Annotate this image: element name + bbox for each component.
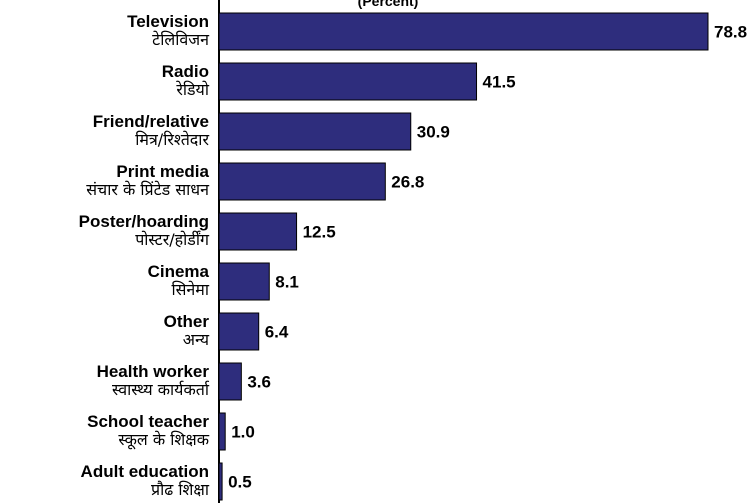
category-label-en: Other xyxy=(164,312,210,331)
bar-radio xyxy=(218,62,478,101)
category-label-hi: स्वास्थ्य कार्यकर्ता xyxy=(112,380,210,399)
value-label: 41.5 xyxy=(483,73,516,92)
category-label-en: Poster/hoarding xyxy=(79,212,209,231)
value-label: 3.6 xyxy=(247,373,271,392)
bar-school-teacher xyxy=(218,412,226,451)
value-label: 6.4 xyxy=(265,323,289,342)
category-label-en: Television xyxy=(127,12,209,31)
category-label-hi: मित्र/रिश्तेदार xyxy=(135,130,209,149)
category-label-hi: प्रौढ शिक्षा xyxy=(151,480,210,499)
category-label-hi: संचार के प्रिंटेड साधन xyxy=(86,180,210,199)
category-label-en: Friend/relative xyxy=(93,112,209,131)
value-label: 0.5 xyxy=(228,473,252,492)
bar-television xyxy=(218,12,709,51)
value-label: 26.8 xyxy=(391,173,424,192)
bar-print-media xyxy=(218,162,386,201)
category-label-hi: टेलिविजन xyxy=(152,30,210,49)
category-label-en: School teacher xyxy=(87,412,209,431)
category-label-en: Print media xyxy=(116,162,209,181)
category-label-en: Adult education xyxy=(81,462,209,481)
category-label-hi: सिनेमा xyxy=(171,280,209,299)
bar-health-worker xyxy=(218,362,242,401)
category-label-hi: स्कूल के शिक्षक xyxy=(118,430,209,450)
category-label-hi: पोस्टर/होर्डींग xyxy=(135,230,210,249)
bar-adult-education xyxy=(218,462,223,501)
value-label: 30.9 xyxy=(417,123,450,142)
value-label: 8.1 xyxy=(275,273,299,292)
value-label: 78.8 xyxy=(714,23,747,42)
category-label-en: Cinema xyxy=(148,262,210,281)
bar-friend-relative xyxy=(218,112,412,151)
chart-title: (Percent) xyxy=(358,0,419,9)
category-label-hi: अन्य xyxy=(183,330,210,349)
bar-poster-hoarding xyxy=(218,212,298,251)
category-label-en: Radio xyxy=(162,62,209,81)
bar-other xyxy=(218,312,260,351)
value-label: 1.0 xyxy=(231,423,255,442)
bar-cinema xyxy=(218,262,270,301)
category-label-hi: रेडियो xyxy=(176,80,210,99)
value-label: 12.5 xyxy=(303,223,336,242)
category-label-en: Health worker xyxy=(97,362,210,381)
